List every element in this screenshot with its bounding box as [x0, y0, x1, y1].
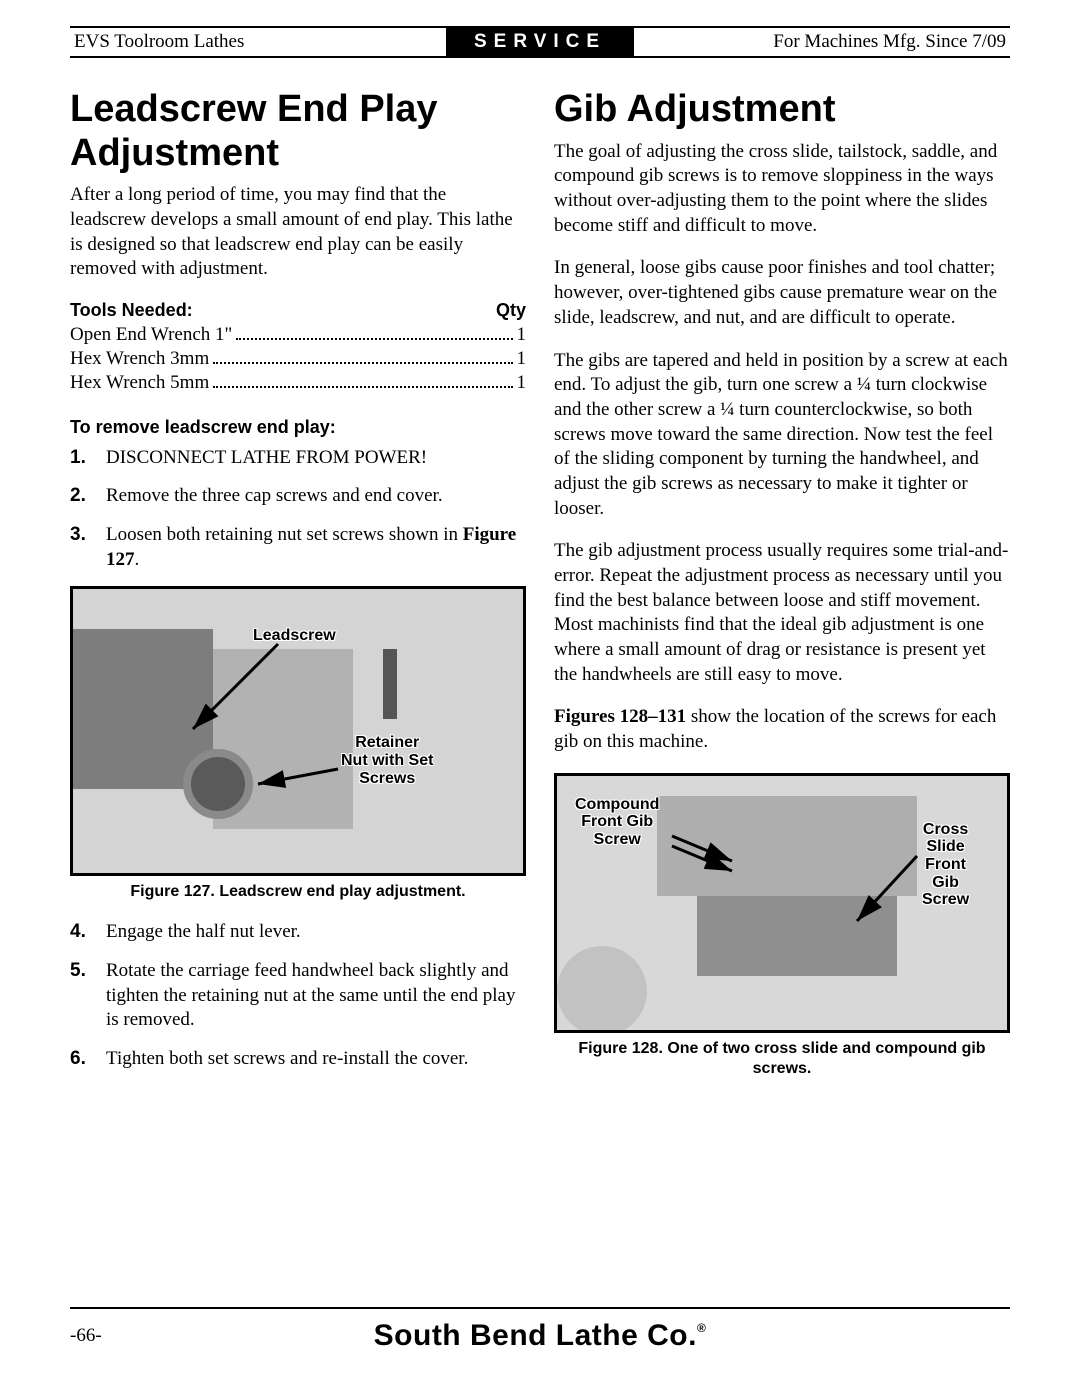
header-bar: EVS Toolroom Lathes SERVICE For Machines…: [70, 26, 1010, 58]
tool-row: Hex Wrench 5mm 1: [70, 371, 526, 395]
page-number: -66-: [70, 1325, 102, 1347]
tool-qty: 1: [517, 323, 527, 347]
step-text: DISCONNECT LATHE FROM POWER!: [106, 446, 427, 471]
step-text: Remove the three cap screws and end cove…: [106, 484, 443, 509]
step-item: 4. Engage the half nut lever.: [70, 920, 526, 945]
tools-label: Tools Needed:: [70, 300, 193, 321]
step-number: 3.: [70, 523, 92, 572]
figure-128: Compound Front Gib Screw Cross Slide Fro…: [554, 773, 1010, 1033]
tool-qty: 1: [517, 371, 527, 395]
right-para: The gib adjustment process usually requi…: [554, 539, 1010, 687]
tool-name: Hex Wrench 5mm: [70, 371, 209, 395]
figure-127: Leadscrew Retainer Nut with Set Screws: [70, 586, 526, 876]
steps-list-b: 4. Engage the half nut lever. 5. Rotate …: [70, 920, 526, 1071]
callout-compound-gib: Compound Front Gib Screw: [575, 796, 659, 849]
figure-128-caption: Figure 128. One of two cross slide and c…: [554, 1039, 1010, 1079]
step-number: 1.: [70, 446, 92, 471]
tool-row: Open End Wrench 1" 1: [70, 323, 526, 347]
left-title: Leadscrew End Play Adjustment: [70, 88, 526, 175]
registered-icon: ®: [697, 1321, 706, 1335]
tool-name: Open End Wrench 1": [70, 323, 232, 347]
tool-dots: [236, 323, 512, 340]
step-item: 6. Tighten both set screws and re-instal…: [70, 1047, 526, 1072]
right-para: The goal of adjusting the cross slide, t…: [554, 140, 1010, 239]
tool-row: Hex Wrench 3mm 1: [70, 347, 526, 371]
footer-bar: -66- South Bend Lathe Co.®: [70, 1307, 1010, 1353]
step-item: 2. Remove the three cap screws and end c…: [70, 484, 526, 509]
step-item: 3. Loosen both retaining nut set screws …: [70, 523, 526, 572]
left-column: Leadscrew End Play Adjustment After a lo…: [70, 88, 526, 1097]
callout-cross-slide-gib: Cross Slide Front Gib Screw: [922, 821, 969, 909]
procedure-header: To remove leadscrew end play:: [70, 417, 526, 438]
callout-leadscrew: Leadscrew: [253, 627, 336, 645]
tool-qty: 1: [517, 347, 527, 371]
step-text: Rotate the carriage feed handwheel back …: [106, 959, 526, 1033]
step-number: 4.: [70, 920, 92, 945]
right-column: Gib Adjustment The goal of adjusting the…: [554, 88, 1010, 1097]
header-center: SERVICE: [446, 28, 634, 56]
right-para: The gibs are tapered and held in positio…: [554, 349, 1010, 522]
tools-qty-label: Qty: [496, 300, 526, 321]
figure-127-caption: Figure 127. Leadscrew end play adjustmen…: [70, 882, 526, 902]
steps-list-a: 1. DISCONNECT LATHE FROM POWER! 2. Remov…: [70, 446, 526, 573]
tool-name: Hex Wrench 3mm: [70, 347, 209, 371]
right-figref: Figures 128–131 show the location of the…: [554, 705, 1010, 754]
brand-text: South Bend Lathe Co.: [374, 1319, 697, 1352]
tool-dots: [213, 371, 512, 388]
step-text: Engage the half nut lever.: [106, 920, 301, 945]
header-left: EVS Toolroom Lathes: [70, 28, 446, 56]
step-number: 5.: [70, 959, 92, 1033]
step-item: 1. DISCONNECT LATHE FROM POWER!: [70, 446, 526, 471]
brand-name: South Bend Lathe Co.®: [374, 1319, 707, 1353]
right-para: In general, loose gibs cause poor finish…: [554, 256, 1010, 330]
right-title: Gib Adjustment: [554, 88, 1010, 132]
callout-retainer: Retainer Nut with Set Screws: [341, 734, 433, 787]
step-item: 5. Rotate the carriage feed handwheel ba…: [70, 959, 526, 1033]
step-pre: Loosen both retaining nut set screws sho…: [106, 524, 463, 545]
step-number: 2.: [70, 484, 92, 509]
step-text: Loosen both retaining nut set screws sho…: [106, 523, 526, 572]
step-post: .: [135, 549, 140, 570]
step-number: 6.: [70, 1047, 92, 1072]
tools-header: Tools Needed: Qty: [70, 300, 526, 321]
step-text: Tighten both set screws and re-install t…: [106, 1047, 468, 1072]
left-intro: After a long period of time, you may fin…: [70, 183, 526, 282]
figure-ref: Figures 128–131: [554, 706, 686, 727]
tool-dots: [213, 347, 512, 364]
header-right: For Machines Mfg. Since 7/09: [634, 28, 1010, 56]
